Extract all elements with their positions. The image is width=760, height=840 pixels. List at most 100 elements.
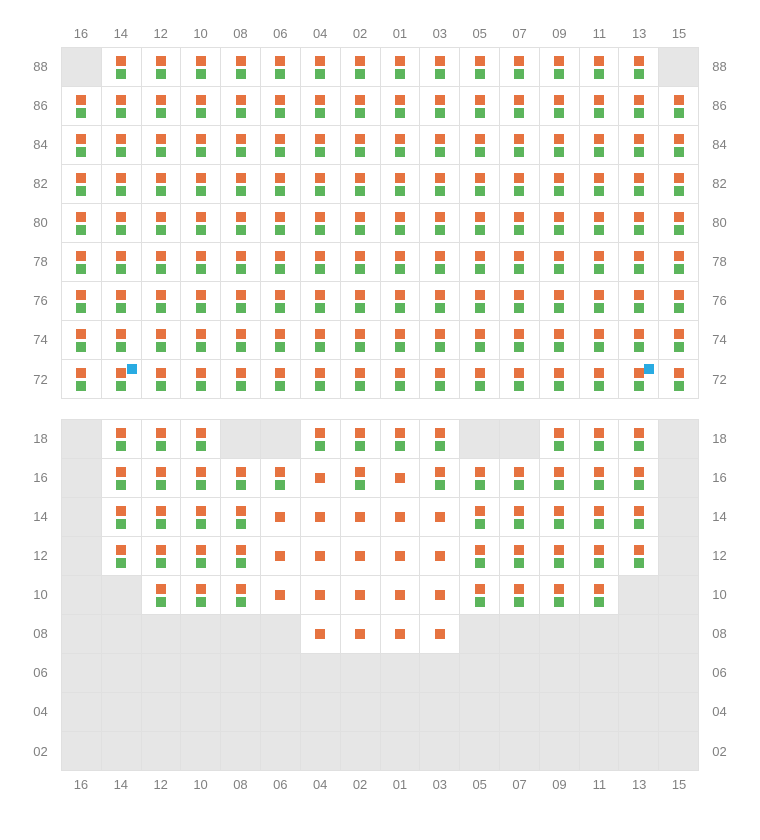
seat-cell[interactable] bbox=[618, 282, 658, 320]
seat-cell[interactable] bbox=[220, 87, 260, 125]
seat-cell[interactable] bbox=[419, 48, 459, 86]
seat-cell[interactable] bbox=[579, 576, 619, 614]
seat-cell[interactable] bbox=[260, 498, 300, 536]
seat-cell[interactable] bbox=[419, 360, 459, 398]
seat-cell[interactable] bbox=[459, 360, 499, 398]
seat-cell[interactable] bbox=[260, 243, 300, 281]
seat-cell[interactable] bbox=[499, 243, 539, 281]
seat-cell[interactable] bbox=[380, 321, 420, 359]
seat-cell[interactable] bbox=[459, 537, 499, 575]
seat-cell[interactable] bbox=[459, 498, 499, 536]
seat-cell[interactable] bbox=[260, 537, 300, 575]
seat-cell[interactable] bbox=[618, 537, 658, 575]
seat-cell[interactable] bbox=[380, 537, 420, 575]
seat-cell[interactable] bbox=[380, 282, 420, 320]
seat-cell[interactable] bbox=[260, 282, 300, 320]
seat-cell[interactable] bbox=[579, 321, 619, 359]
seat-cell[interactable] bbox=[618, 165, 658, 203]
seat-cell[interactable] bbox=[101, 48, 141, 86]
seat-cell[interactable] bbox=[579, 420, 619, 458]
seat-cell[interactable] bbox=[61, 126, 101, 164]
seat-cell[interactable] bbox=[300, 243, 340, 281]
seat-cell[interactable] bbox=[180, 48, 220, 86]
seat-cell[interactable] bbox=[260, 204, 300, 242]
seat-cell[interactable] bbox=[141, 360, 181, 398]
seat-cell[interactable] bbox=[300, 48, 340, 86]
seat-cell[interactable] bbox=[419, 126, 459, 164]
seat-cell[interactable] bbox=[499, 498, 539, 536]
seat-cell[interactable] bbox=[618, 498, 658, 536]
seat-cell[interactable] bbox=[300, 321, 340, 359]
seat-cell[interactable] bbox=[539, 420, 579, 458]
seat-cell[interactable] bbox=[579, 243, 619, 281]
seat-cell[interactable] bbox=[579, 537, 619, 575]
seat-cell[interactable] bbox=[658, 282, 699, 320]
seat-cell[interactable] bbox=[141, 420, 181, 458]
seat-cell[interactable] bbox=[499, 576, 539, 614]
seat-cell[interactable] bbox=[340, 420, 380, 458]
seat-cell[interactable] bbox=[419, 459, 459, 497]
seat-cell[interactable] bbox=[380, 360, 420, 398]
seat-cell[interactable] bbox=[260, 48, 300, 86]
seat-cell[interactable] bbox=[260, 126, 300, 164]
seat-cell[interactable] bbox=[658, 360, 699, 398]
seat-cell[interactable] bbox=[101, 165, 141, 203]
seat-cell[interactable] bbox=[61, 165, 101, 203]
seat-cell[interactable] bbox=[579, 498, 619, 536]
seat-cell[interactable] bbox=[260, 87, 300, 125]
seat-cell[interactable] bbox=[340, 459, 380, 497]
seat-cell[interactable] bbox=[459, 48, 499, 86]
seat-cell[interactable] bbox=[340, 576, 380, 614]
seat-cell[interactable] bbox=[419, 243, 459, 281]
seat-cell[interactable] bbox=[419, 537, 459, 575]
seat-cell[interactable] bbox=[459, 126, 499, 164]
seat-cell[interactable] bbox=[499, 165, 539, 203]
seat-cell[interactable] bbox=[579, 87, 619, 125]
seat-cell[interactable] bbox=[539, 87, 579, 125]
seat-cell[interactable] bbox=[539, 48, 579, 86]
seat-cell[interactable] bbox=[340, 498, 380, 536]
seat-cell[interactable] bbox=[380, 204, 420, 242]
seat-cell[interactable] bbox=[141, 537, 181, 575]
seat-cell[interactable] bbox=[141, 165, 181, 203]
seat-cell[interactable] bbox=[380, 576, 420, 614]
seat-cell[interactable] bbox=[539, 498, 579, 536]
seat-cell[interactable] bbox=[579, 360, 619, 398]
seat-cell[interactable] bbox=[260, 360, 300, 398]
seat-cell[interactable] bbox=[101, 204, 141, 242]
seat-cell[interactable] bbox=[61, 282, 101, 320]
seat-cell[interactable] bbox=[220, 498, 260, 536]
seat-cell[interactable] bbox=[579, 126, 619, 164]
seat-cell[interactable] bbox=[658, 204, 699, 242]
seat-cell[interactable] bbox=[180, 459, 220, 497]
seat-cell[interactable] bbox=[141, 459, 181, 497]
seat-cell[interactable] bbox=[220, 165, 260, 203]
seat-cell[interactable] bbox=[180, 360, 220, 398]
seat-cell[interactable] bbox=[300, 498, 340, 536]
seat-cell[interactable] bbox=[579, 282, 619, 320]
seat-cell[interactable] bbox=[300, 165, 340, 203]
seat-cell[interactable] bbox=[260, 576, 300, 614]
seat-cell[interactable] bbox=[180, 576, 220, 614]
seat-cell[interactable] bbox=[180, 498, 220, 536]
seat-cell[interactable] bbox=[101, 87, 141, 125]
seat-cell[interactable] bbox=[579, 165, 619, 203]
seat-cell[interactable] bbox=[220, 537, 260, 575]
seat-cell[interactable] bbox=[499, 204, 539, 242]
seat-cell[interactable] bbox=[141, 48, 181, 86]
seat-cell[interactable] bbox=[419, 576, 459, 614]
seat-cell[interactable] bbox=[380, 498, 420, 536]
seat-cell[interactable] bbox=[260, 459, 300, 497]
seat-cell[interactable] bbox=[380, 420, 420, 458]
seat-cell[interactable] bbox=[419, 165, 459, 203]
seat-cell[interactable] bbox=[220, 48, 260, 86]
seat-cell[interactable] bbox=[141, 243, 181, 281]
seat-cell[interactable] bbox=[220, 576, 260, 614]
seat-cell[interactable] bbox=[61, 243, 101, 281]
seat-cell[interactable] bbox=[220, 282, 260, 320]
seat-cell[interactable] bbox=[459, 165, 499, 203]
seat-cell[interactable] bbox=[220, 360, 260, 398]
seat-cell[interactable] bbox=[419, 282, 459, 320]
seat-cell[interactable] bbox=[380, 87, 420, 125]
seat-cell[interactable] bbox=[180, 321, 220, 359]
